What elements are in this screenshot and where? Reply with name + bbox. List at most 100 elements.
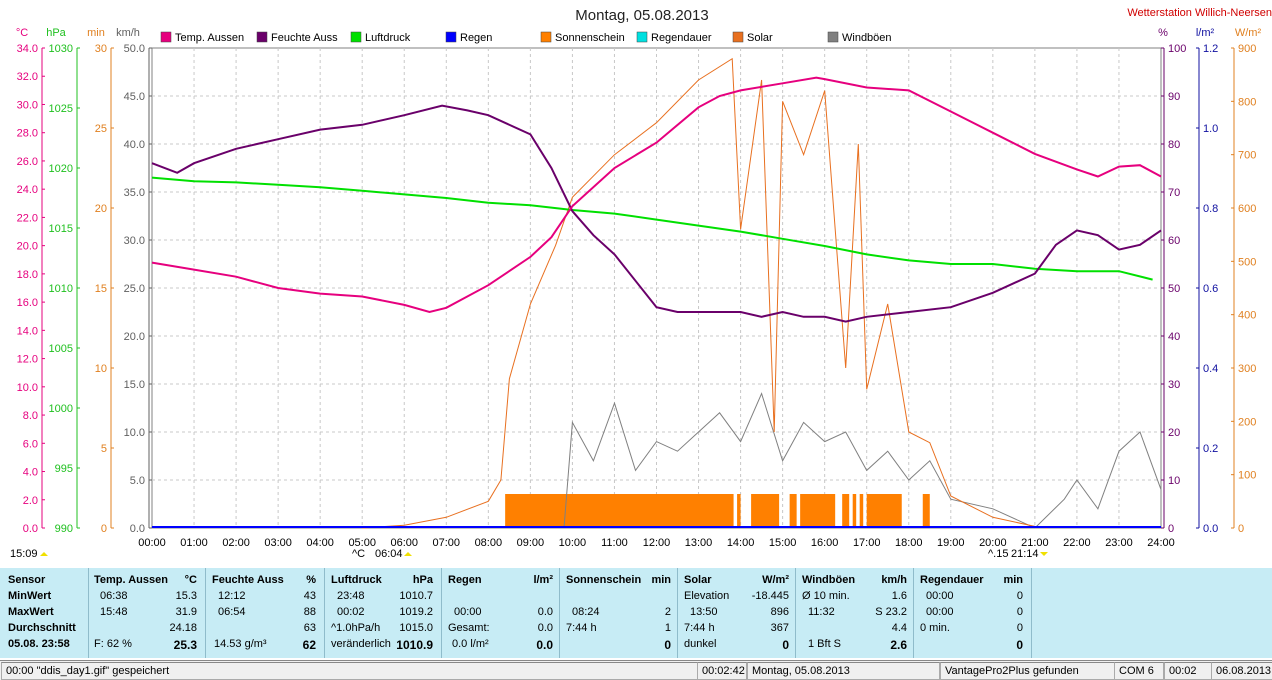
series-line-feuchte-auss xyxy=(151,104,1162,323)
rain-avg: 0.0 xyxy=(537,622,553,634)
rdur-unit: min xyxy=(1003,574,1023,586)
hum-max: 88 xyxy=(303,606,316,618)
axis-unit-label: °C xyxy=(16,27,28,39)
hum-min-time: 12:12 xyxy=(218,590,246,602)
time-tick-label: 22:00 xyxy=(1063,537,1091,549)
status-date: Montag, 05.08.2013 xyxy=(747,662,940,680)
legend-label: Temp. Aussen xyxy=(175,32,244,44)
axis-tick-label: 100 xyxy=(1238,470,1256,482)
solar-min-label: Elevation xyxy=(684,590,730,602)
legend-swatch xyxy=(732,31,744,43)
sunshine-bar xyxy=(859,494,864,528)
axis-tick-label: 20.0 xyxy=(17,241,38,253)
sunshine-bar xyxy=(922,494,930,528)
axis-tick-label: 90 xyxy=(1168,91,1180,103)
axis-tick-label: 0.8 xyxy=(1203,203,1218,215)
axis-tick-label: 0.2 xyxy=(1203,443,1218,455)
temp-min: 15.3 xyxy=(175,590,197,602)
axis-tick-label: 1010 xyxy=(49,283,73,295)
legend-swatch xyxy=(350,31,362,43)
press-max: 1019.2 xyxy=(399,606,433,618)
temp-header: Temp. Aussen xyxy=(94,574,168,586)
grid xyxy=(152,48,1161,528)
time-tick-label: 18:00 xyxy=(895,537,923,549)
axis-tick-label: 100 xyxy=(1168,43,1186,55)
legend-swatch xyxy=(160,31,172,43)
legend-label: Luftdruck xyxy=(365,32,411,44)
axis-tick-label: 30.0 xyxy=(17,99,38,111)
sun-max: 2 xyxy=(664,606,671,618)
axis-tick-label: 0 xyxy=(1168,523,1174,535)
stats-temp-column: Temp. Aussen °C 06:38 15.3 15:48 31.9 24.18… xyxy=(88,568,206,658)
axis-tick-label: 1020 xyxy=(49,163,73,175)
sunrise-label: 06:04 xyxy=(375,548,403,560)
axis-tick-label: 4.0 xyxy=(23,467,38,479)
legend-label: Solar xyxy=(747,32,773,44)
sunshine-bar xyxy=(842,494,850,528)
sunset-prefix-label: ^.15 xyxy=(988,548,1008,560)
time-tick-label: 04:00 xyxy=(306,537,334,549)
axis-tick-label: 34.0 xyxy=(17,43,38,55)
axis-tick-label: 24.0 xyxy=(17,184,38,196)
time-tick-label: 20:00 xyxy=(979,537,1007,549)
sensor-row-label: Durchschnitt xyxy=(8,622,76,634)
time-tick-label: 01:00 xyxy=(180,537,208,549)
solar-foot-label: dunkel xyxy=(684,638,717,650)
series-lines xyxy=(151,57,1162,529)
wind-foot-label: 1 Bft S xyxy=(808,638,842,650)
axis-tick-label: 14.0 xyxy=(17,325,38,337)
axis-tick-label: 26.0 xyxy=(17,156,38,168)
sunshine-bar xyxy=(800,494,836,528)
sunshine-bar xyxy=(852,494,857,528)
press-max-time: 00:02 xyxy=(337,606,365,618)
axis-tick-label: 10.0 xyxy=(124,427,145,439)
axis-tick-label: 300 xyxy=(1238,363,1256,375)
press-header: Luftdruck xyxy=(331,574,382,586)
axes: 00:00 01:00 02:00 03:00 04:00 05:00 06:00 07:00… xyxy=(10,27,1261,560)
sensor-row-label: MaxWert xyxy=(8,606,54,618)
axis-tick-label: 5.0 xyxy=(130,475,145,487)
temp-current: 25.3 xyxy=(173,638,197,652)
legend-label: Regen xyxy=(460,32,492,44)
rain-max-time: 00:00 xyxy=(454,606,482,618)
temp-max-time: 15:48 xyxy=(100,606,128,618)
axis-tick-label: 40 xyxy=(1168,331,1180,343)
sunset-triangle xyxy=(1040,552,1048,556)
stats-pressure-column: Luftdruck hPa 23:48 1010.7 00:02 1019.2 ^1.… xyxy=(325,568,442,658)
rain-foot-label: 0.0 l/m² xyxy=(452,638,489,650)
axis-tick-label: 28.0 xyxy=(17,128,38,140)
legend-label: Sonnenschein xyxy=(555,32,625,44)
left-time-marker: 15:09 xyxy=(10,548,38,560)
sun-unit: min xyxy=(651,574,671,586)
axis-tick-label: 995 xyxy=(55,463,73,475)
axis-tick-label: 16.0 xyxy=(17,297,38,309)
press-avg-label: ^1.0hPa/h xyxy=(331,622,381,634)
solar-current: 0 xyxy=(782,638,789,652)
time-tick-label: 16:00 xyxy=(811,537,839,549)
status-current-date: 06.08.2013 xyxy=(1211,662,1272,680)
axis-tick-label: 32.0 xyxy=(17,71,38,83)
axis-tick-label: 800 xyxy=(1238,96,1256,108)
time-tick-label: 07:00 xyxy=(433,537,461,549)
time-tick-label: 03:00 xyxy=(264,537,292,549)
temp-unit: °C xyxy=(184,574,197,586)
time-tick-label: 11:00 xyxy=(601,537,628,549)
solar-avg: 367 xyxy=(770,622,789,634)
axis-unit-label: hPa xyxy=(46,27,66,39)
time-tick-label: 05:00 xyxy=(348,537,376,549)
axis-tick-label: 6.0 xyxy=(23,438,38,450)
hum-unit: % xyxy=(306,574,316,586)
series-line-temp-aussen xyxy=(151,76,1162,314)
press-min-time: 23:48 xyxy=(337,590,365,602)
status-bar: 00:00 "ddis_day1.gif" gespeichert 00:02:… xyxy=(0,660,1272,680)
solar-max-time: 13:50 xyxy=(690,606,718,618)
stats-sunshine-column: Sonnenschein min 08:24 2 7:44 h 1 0 xyxy=(560,568,678,658)
axis-tick-label: 1030 xyxy=(49,43,73,55)
axis-tick-label: 2.0 xyxy=(23,495,38,507)
axis-tick-label: 1025 xyxy=(49,103,73,115)
sunshine-bar xyxy=(751,494,780,528)
axis-tick-label: 10.0 xyxy=(17,382,38,394)
rdur-max: 0 xyxy=(1016,606,1023,618)
axis-unit-label: min xyxy=(87,27,105,39)
axis-tick-label: 0.6 xyxy=(1203,283,1218,295)
